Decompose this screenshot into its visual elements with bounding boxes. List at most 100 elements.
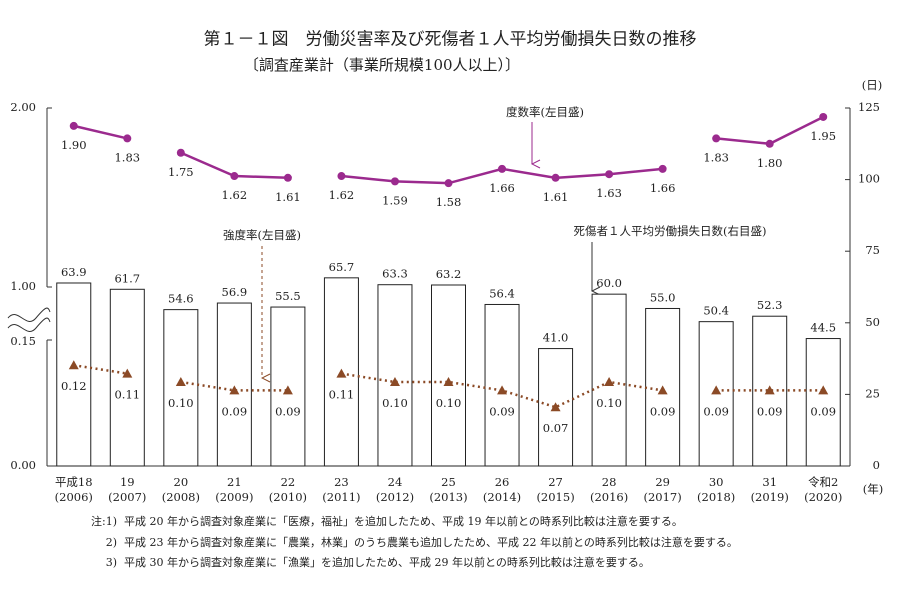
data-label: 52.3 — [757, 298, 783, 312]
y2-tick-label: 0 — [873, 458, 880, 472]
point — [282, 385, 293, 395]
point — [658, 164, 667, 173]
data-label: 60.0 — [596, 276, 622, 290]
note-marker: 2) — [106, 536, 117, 549]
bar — [538, 348, 574, 467]
x-tick-label: 22 — [281, 475, 296, 489]
x-tick-year: (2011) — [322, 490, 360, 504]
point — [765, 139, 774, 148]
point — [123, 134, 132, 143]
point — [764, 385, 775, 395]
y-tick-label: 1.00 — [10, 279, 36, 293]
data-label: 0.09 — [275, 404, 301, 418]
series-line — [73, 124, 128, 140]
x-tick-label: 令和2 — [808, 475, 838, 489]
point — [550, 402, 561, 412]
note-marker: 3) — [106, 556, 117, 569]
data-label: 0.12 — [61, 379, 87, 393]
point — [68, 360, 79, 370]
x-tick-label: 27 — [548, 475, 563, 489]
data-label: 0.07 — [543, 421, 569, 435]
x-tick-label: 29 — [655, 475, 670, 489]
data-label: 0.10 — [168, 396, 194, 410]
data-label: 41.0 — [543, 331, 569, 345]
x-tick-year: (2006) — [55, 490, 93, 504]
series-label: 死傷者１人平均労働損失日数(右目盛) — [574, 224, 767, 238]
y2-tick-label: 125 — [858, 100, 880, 114]
x-tick-label: 28 — [602, 475, 617, 489]
data-label: 44.5 — [810, 321, 836, 335]
bar — [216, 302, 252, 467]
series-line — [716, 115, 824, 146]
point — [605, 170, 614, 179]
x-tick-year: (2010) — [269, 490, 307, 504]
point — [229, 385, 240, 395]
point — [818, 385, 829, 395]
note-text: 平成 30 年から調査対象産業に「漁業」を追加したため、平成 29 年以前との時… — [124, 555, 650, 569]
axis-break — [7, 317, 51, 332]
data-label: 1.66 — [650, 181, 676, 195]
data-label: 0.10 — [596, 396, 622, 410]
series-label: 強度率(左目盛) — [223, 228, 301, 242]
point — [336, 368, 347, 378]
chart-subtitle: 〔調査産業計（事業所規模100人以上）〕 — [244, 56, 520, 74]
data-label: 1.58 — [436, 195, 462, 209]
x-tick-year: (2008) — [162, 490, 200, 504]
point — [443, 377, 454, 386]
x-tick-label: 30 — [709, 475, 724, 489]
data-label: 0.10 — [436, 396, 462, 410]
x-tick-label: 20 — [174, 475, 189, 489]
data-label: 1.61 — [543, 190, 569, 204]
data-label: 65.7 — [329, 260, 355, 274]
data-label: 0.09 — [222, 404, 248, 418]
x-tick-year: (2009) — [215, 490, 253, 504]
data-label: 0.09 — [810, 404, 836, 418]
point — [230, 172, 239, 181]
data-label: 0.09 — [703, 404, 729, 418]
point — [497, 385, 508, 395]
point — [604, 377, 615, 386]
point — [712, 134, 721, 143]
y2-tick-label: 75 — [865, 243, 880, 257]
x-tick-label: 23 — [334, 475, 349, 489]
bar — [56, 282, 92, 467]
point — [176, 148, 185, 157]
series-label: 度数率(左目盛) — [506, 105, 584, 119]
data-label: 0.11 — [329, 388, 355, 402]
data-label: 1.83 — [114, 150, 140, 164]
bar — [270, 306, 306, 467]
bar — [163, 309, 199, 467]
point — [122, 368, 133, 378]
x-tick-label: 24 — [388, 475, 403, 489]
point — [337, 172, 346, 181]
bar — [484, 303, 520, 467]
axis-break — [7, 307, 51, 322]
bar — [431, 284, 466, 467]
note-text: 平成 20 年から調査対象産業に「医療，福祉」を追加したため、平成 19 年以前… — [124, 514, 683, 528]
chart-title: 第１－１図 労働災害率及び死傷者１人平均労働損失日数の推移 — [204, 30, 697, 50]
data-label: 0.10 — [382, 396, 408, 410]
x-tick-year: (2020) — [804, 490, 842, 504]
data-label: 1.95 — [810, 129, 836, 143]
y-tick-label: 0.15 — [10, 334, 36, 348]
data-label: 55.5 — [275, 289, 301, 303]
series-line — [73, 363, 128, 375]
x-tick-year: (2017) — [644, 490, 682, 504]
y2-tick-label: 25 — [865, 386, 880, 400]
point — [711, 385, 722, 395]
y-tick-label: 2.00 — [10, 100, 36, 114]
bar — [109, 288, 145, 467]
x-tick-year: (2007) — [108, 490, 146, 504]
point — [498, 164, 507, 173]
y2-tick-label: 100 — [858, 172, 880, 186]
y2-tick-label: 50 — [865, 315, 880, 329]
data-label: 1.90 — [61, 138, 87, 152]
series-line — [180, 380, 288, 392]
data-label: 1.62 — [329, 188, 355, 202]
point — [444, 179, 453, 188]
point — [389, 377, 400, 386]
point — [69, 121, 78, 130]
data-label: 0.09 — [757, 404, 783, 418]
